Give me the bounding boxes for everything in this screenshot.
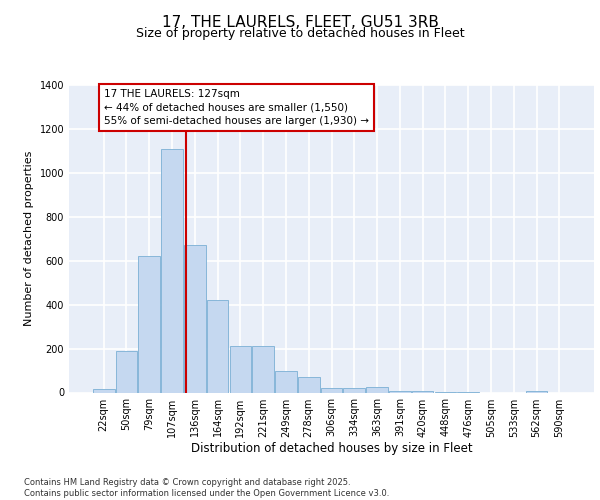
Bar — [275, 370, 297, 392]
Bar — [389, 390, 410, 392]
Text: Size of property relative to detached houses in Fleet: Size of property relative to detached ho… — [136, 28, 464, 40]
Bar — [253, 346, 274, 393]
Bar — [298, 377, 320, 392]
Bar — [366, 387, 388, 392]
Bar — [93, 389, 115, 392]
X-axis label: Distribution of detached houses by size in Fleet: Distribution of detached houses by size … — [191, 442, 472, 456]
Bar — [139, 256, 160, 392]
Text: 17 THE LAURELS: 127sqm
← 44% of detached houses are smaller (1,550)
55% of semi-: 17 THE LAURELS: 127sqm ← 44% of detached… — [104, 90, 369, 126]
Bar — [230, 346, 251, 393]
Bar — [116, 351, 137, 393]
Text: Contains HM Land Registry data © Crown copyright and database right 2025.
Contai: Contains HM Land Registry data © Crown c… — [24, 478, 389, 498]
Bar — [320, 388, 343, 392]
Bar — [184, 246, 206, 392]
Bar — [207, 300, 229, 392]
Bar — [343, 388, 365, 392]
Bar — [161, 148, 183, 392]
Text: 17, THE LAURELS, FLEET, GU51 3RB: 17, THE LAURELS, FLEET, GU51 3RB — [161, 15, 439, 30]
Y-axis label: Number of detached properties: Number of detached properties — [24, 151, 34, 326]
